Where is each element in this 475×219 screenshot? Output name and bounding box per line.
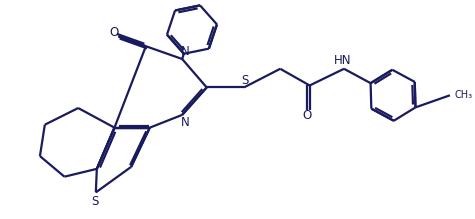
Text: O: O <box>303 109 312 122</box>
Text: N: N <box>181 45 190 58</box>
Text: S: S <box>241 74 248 87</box>
Text: HN: HN <box>334 54 352 67</box>
Text: O: O <box>110 26 119 39</box>
Text: CH₃: CH₃ <box>455 90 473 100</box>
Text: S: S <box>91 195 98 208</box>
Text: N: N <box>181 116 190 129</box>
